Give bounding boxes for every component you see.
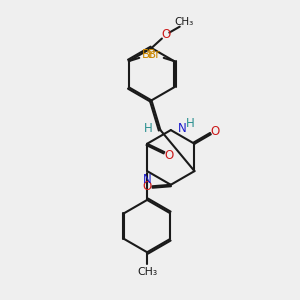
Text: H: H xyxy=(186,117,194,130)
Text: CH₃: CH₃ xyxy=(175,17,194,27)
Text: N: N xyxy=(178,122,187,135)
Text: O: O xyxy=(143,180,152,193)
Text: H: H xyxy=(143,122,152,135)
Text: Br: Br xyxy=(148,48,161,61)
Text: N: N xyxy=(143,173,152,186)
Text: O: O xyxy=(211,125,220,138)
Text: O: O xyxy=(162,28,171,40)
Text: CH₃: CH₃ xyxy=(137,267,157,277)
Text: O: O xyxy=(164,148,173,162)
Text: Br: Br xyxy=(142,48,155,61)
